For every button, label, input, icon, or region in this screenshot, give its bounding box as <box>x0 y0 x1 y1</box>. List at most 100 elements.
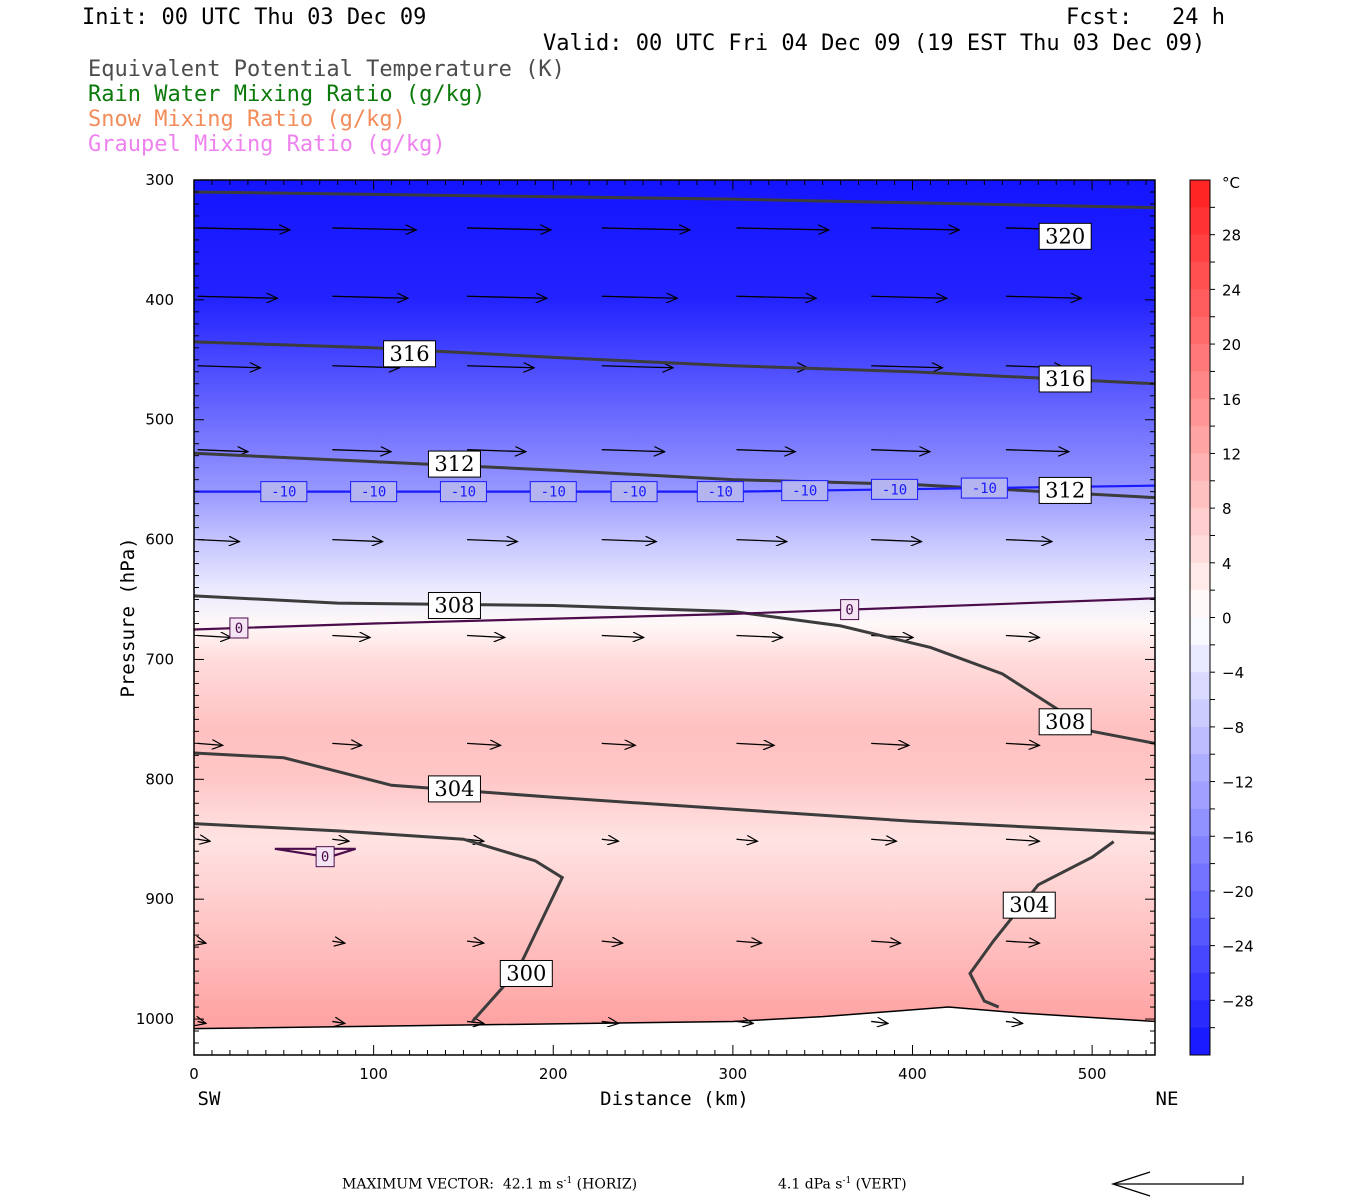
x-end-label-ne: NE <box>1156 1088 1179 1110</box>
colorbar-cell <box>1190 398 1210 427</box>
theta-e-label-box <box>383 340 437 368</box>
colorbar-cell <box>1190 918 1210 947</box>
colorbar-unit: °C <box>1222 174 1240 192</box>
isotherm-label: -10 <box>541 485 566 501</box>
wind-vector <box>198 941 206 943</box>
colorbar-label: −16 <box>1222 828 1254 846</box>
x-tick-label: 300 <box>719 1065 748 1083</box>
legend-theta-e: Equivalent Potential Temperature (K) <box>88 57 565 82</box>
wind-vector <box>197 296 278 298</box>
y-tick-label: 800 <box>145 770 174 788</box>
valid-time: Valid: 00 UTC Fri 04 Dec 09 (19 EST Thu … <box>543 31 1206 56</box>
theta-e-contour <box>968 840 1115 1009</box>
isotherm-label: -10 <box>708 485 733 501</box>
wind-vector <box>332 839 349 841</box>
y-tick-label: 600 <box>145 531 174 549</box>
wind-vector <box>332 635 370 637</box>
y-tick-label: 500 <box>145 411 174 429</box>
colorbar-cell <box>1190 863 1210 892</box>
colorbar-cell <box>1190 535 1210 564</box>
wind-vector <box>1005 839 1040 841</box>
colorbar-label: −20 <box>1222 883 1254 901</box>
colorbar-cell <box>1190 1027 1210 1056</box>
wind-vector <box>467 366 534 368</box>
x-end-label-sw: SW <box>198 1088 221 1110</box>
y-tick-label: 700 <box>145 650 174 668</box>
wind-vector <box>601 540 657 542</box>
isotherm-label-box <box>960 477 1008 499</box>
colorbar-label: −8 <box>1222 719 1244 737</box>
isotherm-label-box <box>781 480 829 502</box>
colorbar-cell <box>1190 699 1210 728</box>
colorbar-cell <box>1190 316 1210 345</box>
wind-vector <box>1005 540 1052 542</box>
wind-vector <box>332 296 408 298</box>
y-tick-label: 400 <box>145 291 174 309</box>
colorbar-label: 8 <box>1222 500 1232 518</box>
theta-e-label-box <box>1038 365 1092 393</box>
terrain-line <box>193 1006 1156 1030</box>
colorbar-cell <box>1190 207 1210 236</box>
wind-vector <box>736 941 761 943</box>
colorbar-cell <box>1190 1000 1210 1029</box>
colorbar-label: −28 <box>1222 992 1254 1010</box>
wind-vector <box>466 839 484 841</box>
wind-vector <box>871 1021 888 1023</box>
y-tick-label: 300 <box>145 171 174 189</box>
wind-vector <box>466 1021 484 1023</box>
colorbar-label: 16 <box>1222 391 1241 409</box>
reference-vector-arrow <box>1110 1171 1244 1197</box>
y-tick-label: 900 <box>145 890 174 908</box>
theta-e-label: 304 <box>1009 893 1049 917</box>
colorbar-label: −24 <box>1222 938 1254 956</box>
colorbar-cell <box>1190 754 1210 783</box>
wind-vector <box>1005 1021 1023 1023</box>
theta-e-label: 316 <box>1045 367 1085 391</box>
contour-group: -10 -10 -10 -10 -10 -10 -10 -10 -10 0 0 0 <box>194 190 1155 1023</box>
colorbar-cell <box>1190 945 1210 974</box>
wind-vector <box>736 635 782 637</box>
colorbar-cell <box>1190 508 1210 536</box>
isotherm-label: 0 <box>235 621 243 637</box>
wind-vector <box>466 635 505 637</box>
wind-vector <box>736 228 828 230</box>
y-axis-title: Pressure (hPa) <box>117 537 139 697</box>
terrain-mask <box>194 1007 1155 1055</box>
colorbar-label: 20 <box>1222 336 1241 354</box>
wind-vector <box>736 839 757 841</box>
wind-vector <box>601 635 644 637</box>
theta-e-label-box <box>1002 891 1056 919</box>
colorbar-cell <box>1190 180 1210 208</box>
wind-vector <box>467 228 551 230</box>
isotherm-label-box <box>260 481 308 503</box>
theta-e-label: 316 <box>390 342 430 366</box>
wind-vector <box>736 450 795 452</box>
colorbar-cell <box>1190 726 1210 755</box>
wind-vector <box>601 743 636 745</box>
colorbar-cell <box>1190 453 1210 482</box>
theta-e-label: 300 <box>506 961 546 985</box>
init-time: Init: 00 UTC Thu 03 Dec 09 <box>82 5 427 30</box>
colorbar-cell <box>1190 644 1210 673</box>
wind-vector <box>197 450 248 452</box>
wind-vector <box>871 296 947 298</box>
wind-vector <box>197 635 232 637</box>
colorbar-cell <box>1190 234 1210 263</box>
colorbar-cell <box>1190 262 1210 290</box>
theta-e-label-box <box>427 592 481 620</box>
colorbar-label: −12 <box>1222 774 1254 792</box>
wind-vector <box>197 366 261 368</box>
forecast-hour: Fcst: 24 h <box>1066 5 1225 30</box>
colorbar-cell <box>1190 672 1210 701</box>
isotherm-label-box <box>350 481 398 503</box>
wind-vector <box>197 228 290 230</box>
theta-e-label-box <box>499 959 553 987</box>
wind-vector <box>1005 296 1082 298</box>
colorbar-cell <box>1190 836 1210 865</box>
wind-vector <box>601 296 678 298</box>
wind-vector <box>736 1021 753 1023</box>
theta-e-contour <box>194 340 1155 386</box>
theta-e-contour <box>194 190 1155 210</box>
wind-vector <box>601 839 619 841</box>
